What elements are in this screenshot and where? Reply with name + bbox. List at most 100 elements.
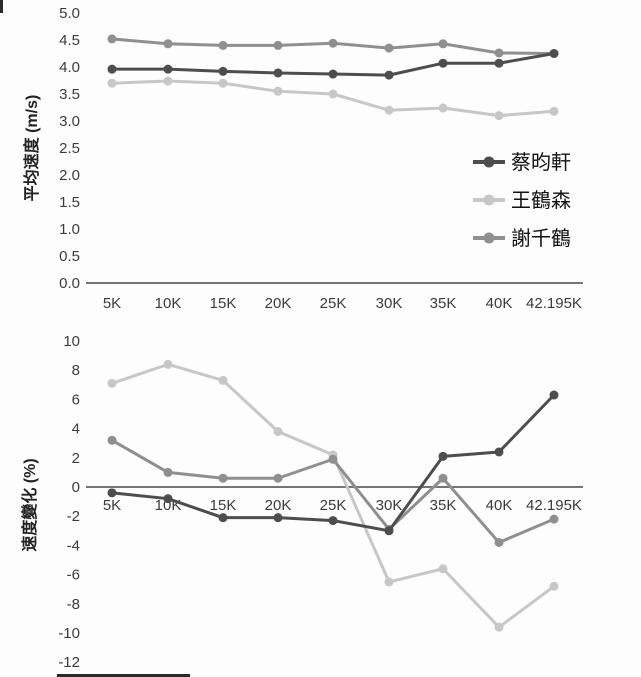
y-tick-label: 3.0 [59, 113, 80, 130]
legend-swatch-marker [483, 156, 495, 168]
series-marker-0 [273, 68, 283, 78]
series-marker-0 [494, 447, 504, 457]
y-tick-label: 4 [72, 421, 80, 438]
series-marker-2 [218, 473, 228, 483]
x-tick-label: 20K [265, 295, 292, 312]
series-marker-0 [163, 64, 173, 74]
legend-swatch-marker [483, 232, 495, 244]
corner-crop-mark [0, 0, 3, 13]
y-tick-label: 8 [72, 362, 80, 379]
series-marker-1 [163, 359, 173, 369]
series-marker-0 [218, 66, 228, 76]
y-tick-label: 0 [72, 479, 80, 496]
y-tick-label: 6 [72, 391, 80, 408]
y-tick-label: -6 [67, 567, 80, 584]
series-line-1 [111, 362, 555, 629]
series-marker-1 [549, 106, 559, 116]
series-marker-0 [494, 58, 504, 68]
x-tick-label: 30K [376, 497, 403, 514]
series-marker-2 [107, 435, 117, 445]
y-tick-label: 4.5 [59, 32, 80, 49]
legend-swatch-marker [483, 194, 495, 206]
series-marker-1 [218, 78, 228, 88]
series-marker-2 [494, 48, 504, 58]
x-tick-label: 40K [486, 295, 513, 312]
x-tick-label: 10K [155, 295, 182, 312]
series-marker-1 [384, 577, 394, 587]
series-marker-0 [384, 526, 394, 536]
legend-item-label: 王鶴森 [511, 189, 571, 212]
x-tick-label: 40K [486, 497, 513, 514]
series-marker-0 [549, 49, 559, 58]
series-marker-0 [163, 494, 173, 504]
speed-change-axis-title: 速度變化 (%) [22, 458, 39, 552]
series-marker-1 [163, 76, 173, 86]
series-marker-2 [163, 467, 173, 477]
y-tick-label: 3.5 [59, 86, 80, 103]
y-tick-label: 4.0 [59, 59, 80, 76]
series-marker-1 [438, 103, 448, 113]
series-marker-1 [494, 111, 504, 121]
series-marker-2 [273, 40, 283, 50]
x-tick-label: 25K [320, 497, 347, 514]
series-marker-2 [163, 39, 173, 49]
series-marker-0 [218, 513, 228, 523]
y-tick-label: 0.0 [59, 275, 80, 292]
bottom-crop-bar [57, 674, 190, 677]
series-marker-0 [549, 390, 559, 400]
y-tick-label: -2 [67, 508, 80, 525]
series-marker-2 [549, 514, 559, 524]
x-tick-label: 20K [265, 497, 292, 514]
series-marker-2 [494, 537, 504, 547]
series-marker-2 [273, 473, 283, 483]
series-marker-2 [438, 473, 448, 483]
legend-item-label: 謝千鶴 [511, 227, 571, 250]
y-tick-label: -12 [58, 654, 80, 671]
series-marker-2 [328, 38, 338, 48]
x-tick-label: 15K [210, 295, 237, 312]
x-tick-label: 35K [430, 497, 457, 514]
y-tick-label: -4 [67, 537, 80, 554]
y-tick-label: 1.0 [59, 221, 80, 238]
average-speed-axis-title: 平均速度 (m/s) [24, 94, 41, 202]
series-marker-2 [218, 40, 228, 50]
y-tick-label: -10 [58, 625, 80, 642]
series-marker-0 [438, 58, 448, 68]
x-tick-label: 15K [210, 497, 237, 514]
x-tick-label: 5K [103, 295, 121, 312]
x-tick-label: 42.195K [526, 295, 582, 312]
series-marker-1 [384, 105, 394, 115]
y-tick-label: 2 [72, 450, 80, 467]
series-marker-2 [107, 34, 117, 44]
series-marker-1 [549, 581, 559, 591]
series-marker-1 [107, 378, 117, 388]
x-tick-label: 30K [376, 295, 403, 312]
x-tick-label: 35K [430, 295, 457, 312]
series-marker-1 [494, 622, 504, 632]
series-marker-1 [438, 564, 448, 574]
series-marker-1 [273, 427, 283, 437]
x-tick-label: 5K [103, 497, 121, 514]
y-tick-label: 10 [63, 333, 80, 350]
series-marker-1 [218, 375, 228, 385]
series-marker-1 [107, 78, 117, 88]
series-marker-1 [273, 86, 283, 96]
series-marker-1 [328, 89, 338, 99]
series-marker-0 [438, 451, 448, 461]
series-marker-0 [273, 513, 283, 523]
series-marker-0 [107, 64, 117, 74]
series-marker-0 [107, 488, 117, 498]
series-marker-0 [328, 69, 338, 79]
series-marker-2 [328, 454, 338, 464]
series-marker-0 [328, 516, 338, 526]
y-tick-label: 2.0 [59, 167, 80, 184]
series-marker-2 [384, 43, 394, 53]
y-tick-label: 0.5 [59, 248, 80, 265]
y-tick-label: 1.5 [59, 194, 80, 211]
x-tick-label: 42.195K [526, 497, 582, 514]
y-tick-label: 5.0 [59, 5, 80, 22]
series-marker-2 [438, 39, 448, 49]
x-tick-label: 25K [320, 295, 347, 312]
